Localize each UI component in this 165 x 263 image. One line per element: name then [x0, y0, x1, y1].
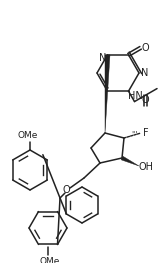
Text: ''': '''	[132, 130, 138, 139]
Text: O: O	[142, 95, 149, 105]
Text: N: N	[99, 53, 106, 63]
Text: OH: OH	[138, 162, 153, 172]
Text: N: N	[141, 68, 149, 78]
Polygon shape	[105, 55, 110, 133]
Polygon shape	[121, 156, 139, 166]
Text: F: F	[143, 128, 149, 138]
Text: O: O	[142, 43, 149, 53]
Text: OMe: OMe	[18, 132, 38, 140]
Text: HN: HN	[128, 90, 143, 100]
Text: OMe: OMe	[40, 256, 60, 263]
Text: O: O	[62, 185, 70, 195]
